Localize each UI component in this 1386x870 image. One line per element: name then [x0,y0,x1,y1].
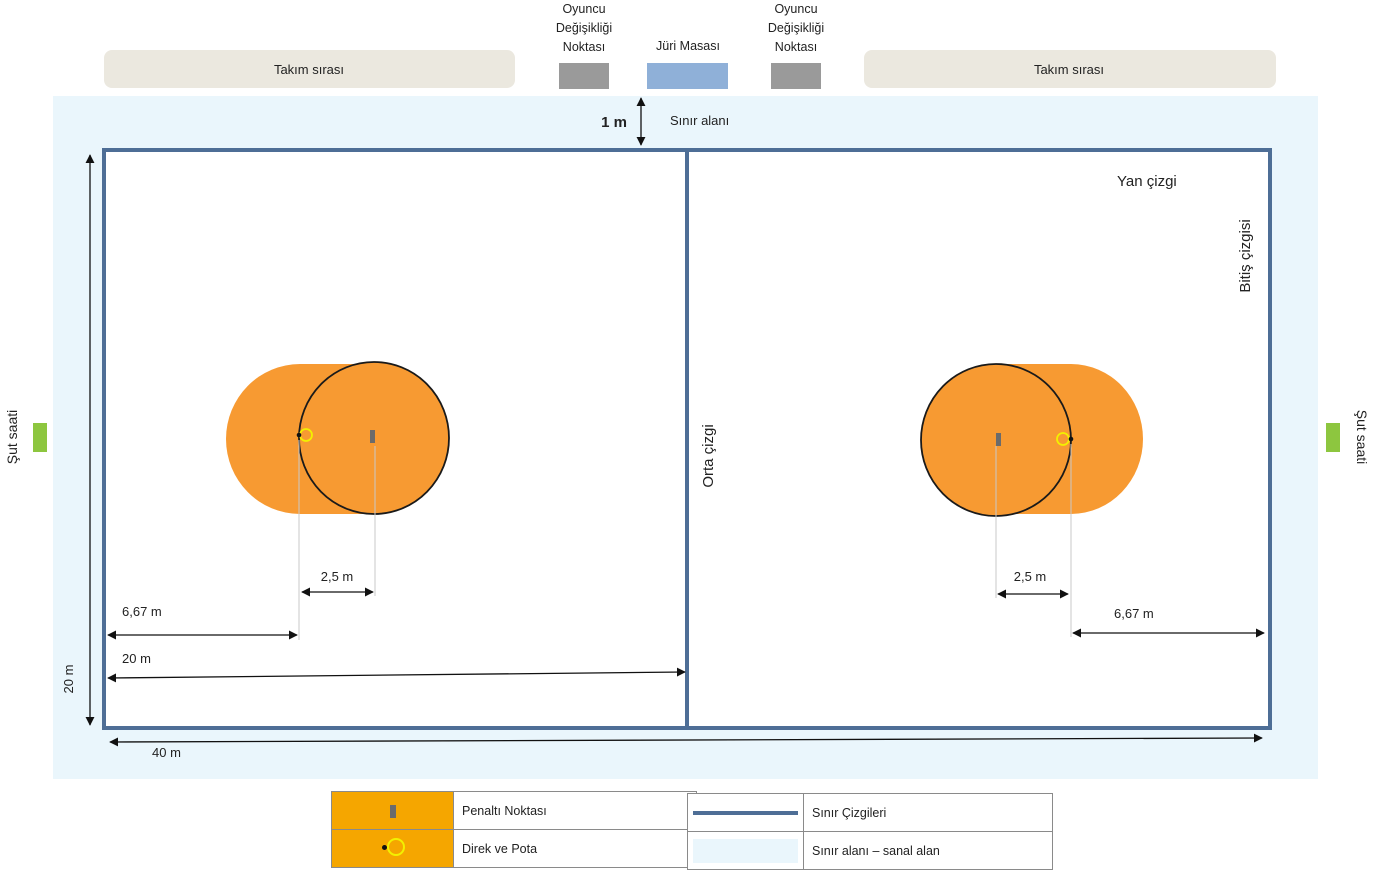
legend-area-swatch [687,831,804,870]
legend-lines-label: Sınır Çizgileri [803,793,1053,832]
penalty-spot-icon [389,804,396,818]
legend-row-area: Sınır alanı – sanal alan [687,831,1053,870]
sub-point-left-line-3: Noktası [563,40,605,54]
jury-table [647,63,728,89]
team-bench-left-label: Takım sırası [274,62,344,77]
sub-point-right-line-1: Oyuncu [774,2,817,16]
sub-point-right [771,63,821,89]
half-length-label: 20 m [122,651,151,666]
legend-hoop-swatch [331,829,454,868]
center-line-label: Orta çizgi [700,424,717,487]
court-length-label: 40 m [152,745,181,760]
sub-point-left-line-1: Oyuncu [562,2,605,16]
shot-clock-left [33,423,47,452]
post-left [296,432,302,438]
end-line-label: Bitiş çizgisi [1237,219,1254,292]
half-length-arrow [107,667,686,683]
shot-clock-right-label: Şut saati [1354,410,1370,464]
legend-area-label: Sınır alanı – sanal alan [803,831,1053,870]
legend-penalty-swatch [331,791,454,830]
penalty-distance-right-label: 2,5 m [1014,569,1047,584]
legend-hoop-label: Direk ve Pota [453,829,697,868]
team-bench-right-label: Takım sırası [1034,62,1104,77]
legend-left: Penaltı Noktası Direk ve Pota [331,791,697,868]
court-width-label: 20 m [61,665,76,694]
post-distance-right-label: 6,67 m [1114,606,1154,621]
penalty-distance-left-label: 2,5 m [321,569,354,584]
post-and-hoop-icon [378,837,408,860]
boundary-width-label: 1 m [601,114,627,131]
side-line-label: Yan çizgi [1117,173,1177,190]
shot-clock-right [1326,423,1340,452]
legend-right: Sınır Çizgileri Sınır alanı – sanal alan [687,793,1053,870]
legend-row-penalty: Penaltı Noktası [331,791,697,830]
sub-point-left [559,63,609,89]
legend-penalty-label: Penaltı Noktası [453,791,697,830]
sub-point-right-line-2: Değişikliği [768,21,824,35]
team-bench-right [864,50,1276,88]
penalty-spot-right [996,433,1001,446]
penalty-spot-left [370,430,375,443]
shot-clock-left-label: Şut saati [4,410,20,464]
post-distance-left-label: 6,67 m [122,604,162,619]
boundary-area-icon [693,838,798,863]
team-bench-left [104,50,515,88]
sub-point-left-line-2: Değişikliği [556,21,612,35]
boundary-area-label: Sınır alanı [670,113,729,128]
post-right [1068,436,1074,442]
court-length-arrow [109,733,1263,747]
boundary-line-icon [693,811,798,816]
legend-row-lines: Sınır Çizgileri [687,793,1053,832]
legend-row-hoop: Direk ve Pota [331,829,697,868]
jury-table-label: Jüri Masası [656,39,720,53]
sub-point-right-line-3: Noktası [775,40,817,54]
legend-lines-swatch [687,793,804,832]
